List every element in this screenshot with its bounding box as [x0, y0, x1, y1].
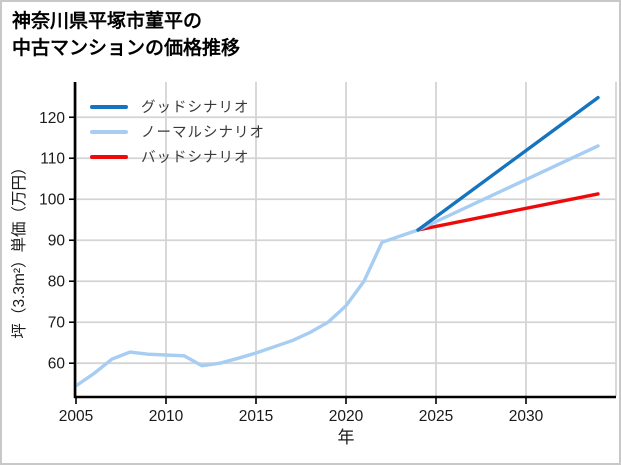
legend-item-normal: ノーマルシナリオ [90, 119, 265, 144]
series-line-bad [416, 192, 600, 232]
chart-title-line2: 中古マンションの価格推移 [12, 38, 241, 59]
chart-title: 神奈川県平塚市菫平の中古マンションの価格推移 [12, 8, 240, 62]
y-axis-label: 坪（3.3m²）単価（万円） [10, 159, 28, 338]
x-tick-label-2030: 2030 [509, 408, 544, 425]
y-tick-label-120: 120 [39, 110, 65, 127]
y-tick-label-70: 70 [48, 315, 66, 332]
y-tick-label-100: 100 [39, 192, 65, 209]
legend-item-good: グッドシナリオ [90, 94, 265, 119]
chart-title-line1: 神奈川県平塚市菫平の [12, 11, 203, 32]
series-line-good [416, 95, 600, 232]
legend: グッドシナリオ ノーマルシナリオ バッドシナリオ [90, 94, 265, 169]
legend-item-bad: バッドシナリオ [90, 144, 265, 169]
x-tick-label-2015: 2015 [239, 408, 273, 425]
x-tick-label-2010: 2010 [149, 408, 184, 425]
y-tick-label-90: 90 [48, 233, 66, 250]
legend-swatch-normal [90, 129, 128, 134]
x-tick-label-2025: 2025 [419, 408, 453, 425]
legend-swatch-good [90, 104, 128, 109]
legend-label-bad: バッドシナリオ [141, 150, 250, 166]
legend-label-good: グッドシナリオ [141, 100, 250, 116]
series-line-normal [74, 144, 600, 388]
legend-label-normal: ノーマルシナリオ [141, 125, 265, 141]
x-tick-label-2005: 2005 [59, 408, 93, 425]
y-tick-label-110: 110 [40, 151, 65, 168]
y-tick-label-80: 80 [48, 274, 66, 291]
x-tick-label-2020: 2020 [329, 408, 364, 425]
legend-swatch-bad [90, 154, 128, 159]
y-tick-label-60: 60 [48, 356, 66, 373]
x-axis-label: 年 [338, 428, 355, 447]
